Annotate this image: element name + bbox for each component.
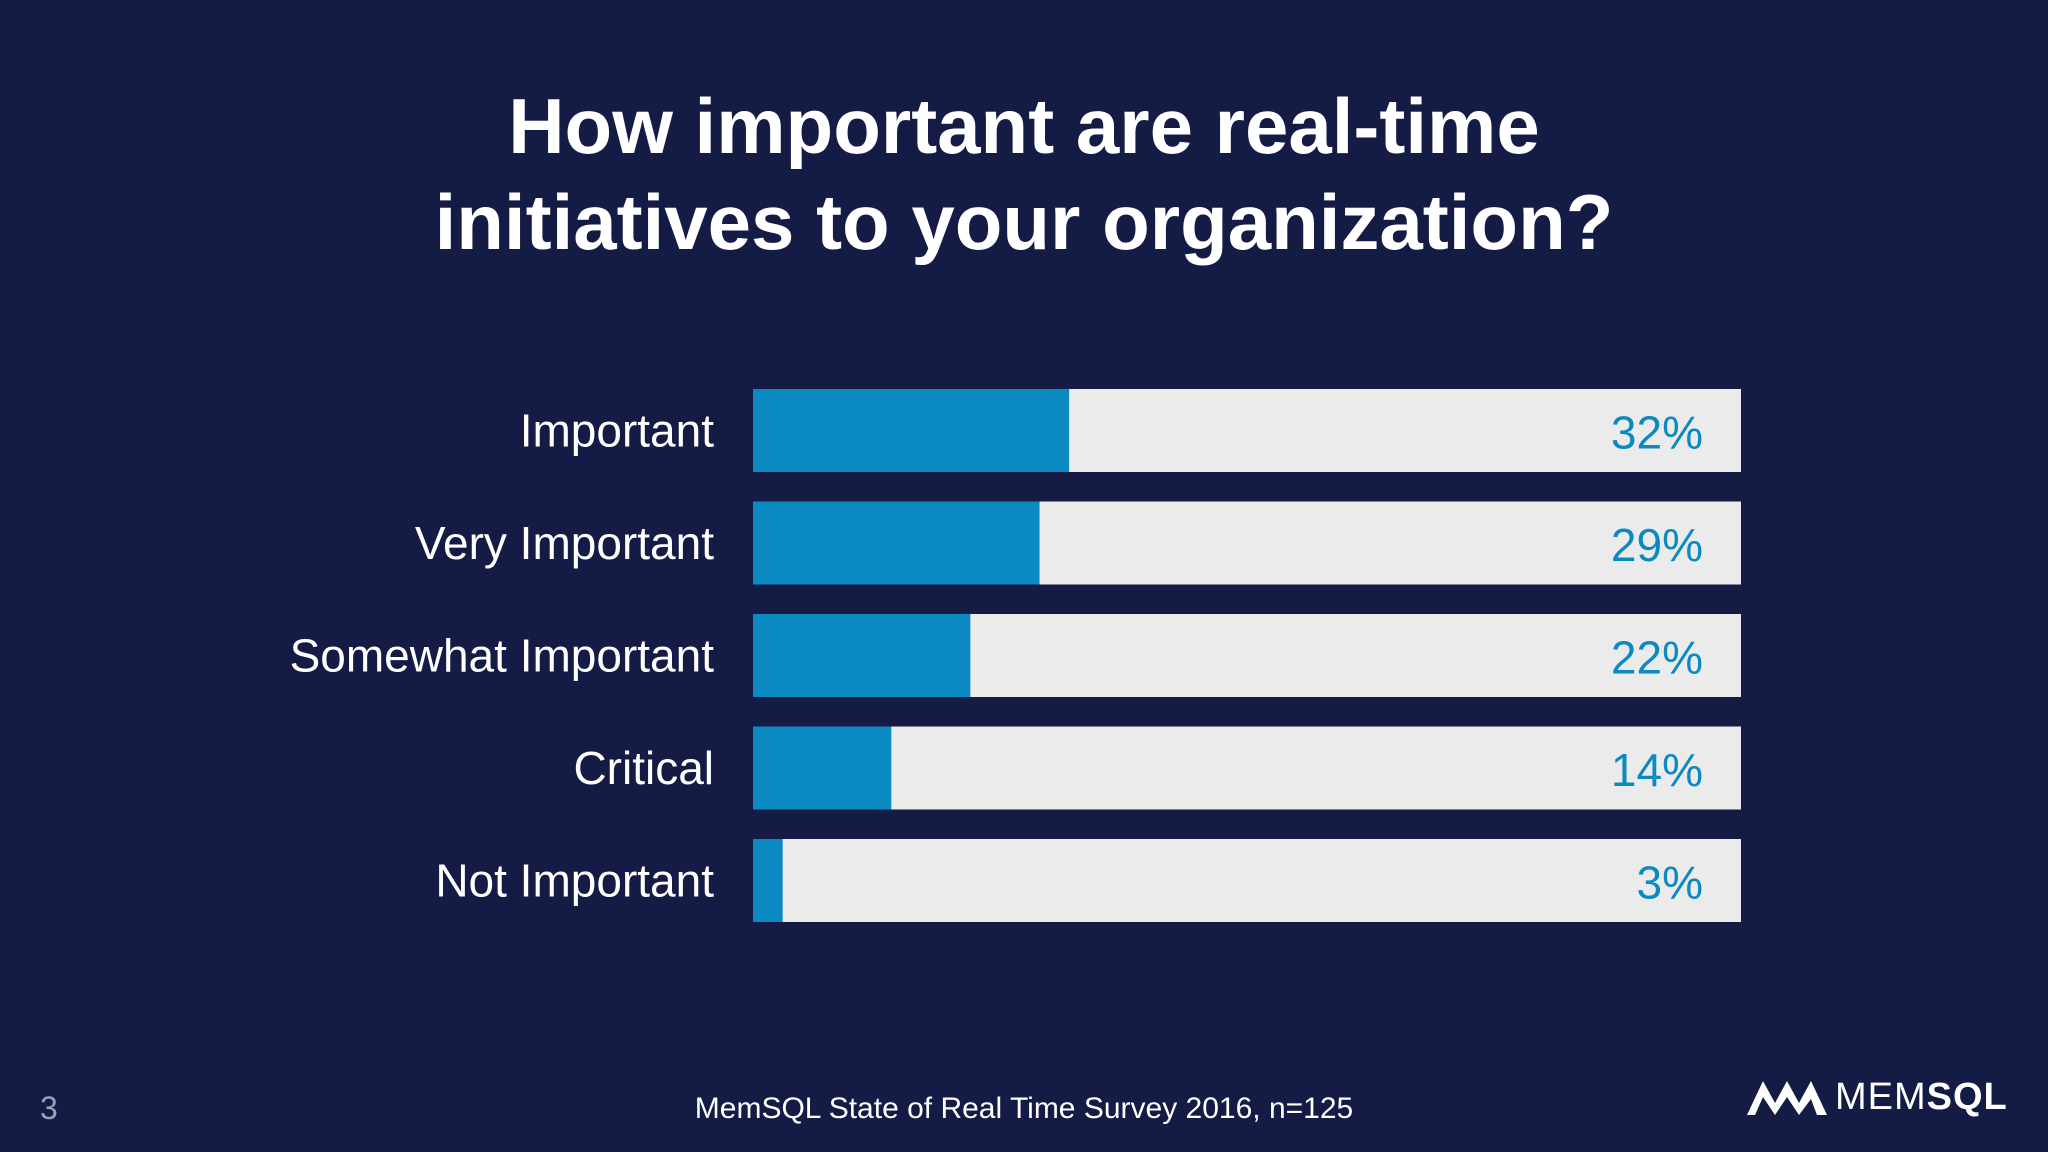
category-label: Somewhat Important [290,630,715,682]
bar [753,389,1070,472]
category-label: Very Important [415,517,714,569]
source-note: MemSQL State of Real Time Survey 2016, n… [694,1092,1354,1125]
value-label: 3% [1637,857,1703,909]
bar-track [753,839,1741,922]
memsql-logo: MEMSQL [1745,1075,2008,1119]
value-label: 14% [1611,744,1703,796]
page-title: How important are real-time initiatives … [0,78,2048,270]
value-label: 32% [1611,407,1703,459]
bar-track [753,726,1741,810]
category-label: Not Important [435,855,714,907]
logo-wordmark-bold: SQL [1926,1075,2008,1118]
bar [753,839,783,922]
bar [753,726,892,810]
title-line-2: initiatives to your organization? [434,178,1614,266]
page-number: 3 [40,1090,58,1126]
title-line-1: How important are real-time [508,82,1540,170]
bar [753,501,1040,585]
memsql-logo-icon [1747,1081,1827,1115]
bar [753,614,971,697]
logo-wordmark-thin: MEM [1835,1075,1927,1118]
value-label: 22% [1611,632,1703,684]
value-label: 29% [1611,519,1703,571]
category-label: Important [520,405,715,457]
logo-wordmark: MEMSQL [1835,1076,2008,1119]
category-label: Critical [573,742,714,794]
